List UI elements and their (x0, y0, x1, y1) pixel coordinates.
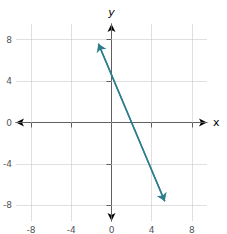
svg-text:y: y (107, 6, 115, 19)
svg-text:-4: -4 (3, 159, 12, 169)
svg-text:0: 0 (109, 225, 115, 234)
svg-text:-8: -8 (27, 225, 36, 234)
svg-text:8: 8 (6, 35, 12, 45)
svg-text:x: x (213, 116, 220, 129)
svg-text:4: 4 (149, 225, 155, 234)
svg-text:0: 0 (6, 118, 12, 128)
svg-text:8: 8 (189, 225, 195, 234)
svg-text:4: 4 (6, 76, 12, 86)
svg-text:-8: -8 (3, 200, 12, 210)
svg-text:-4: -4 (67, 225, 76, 234)
